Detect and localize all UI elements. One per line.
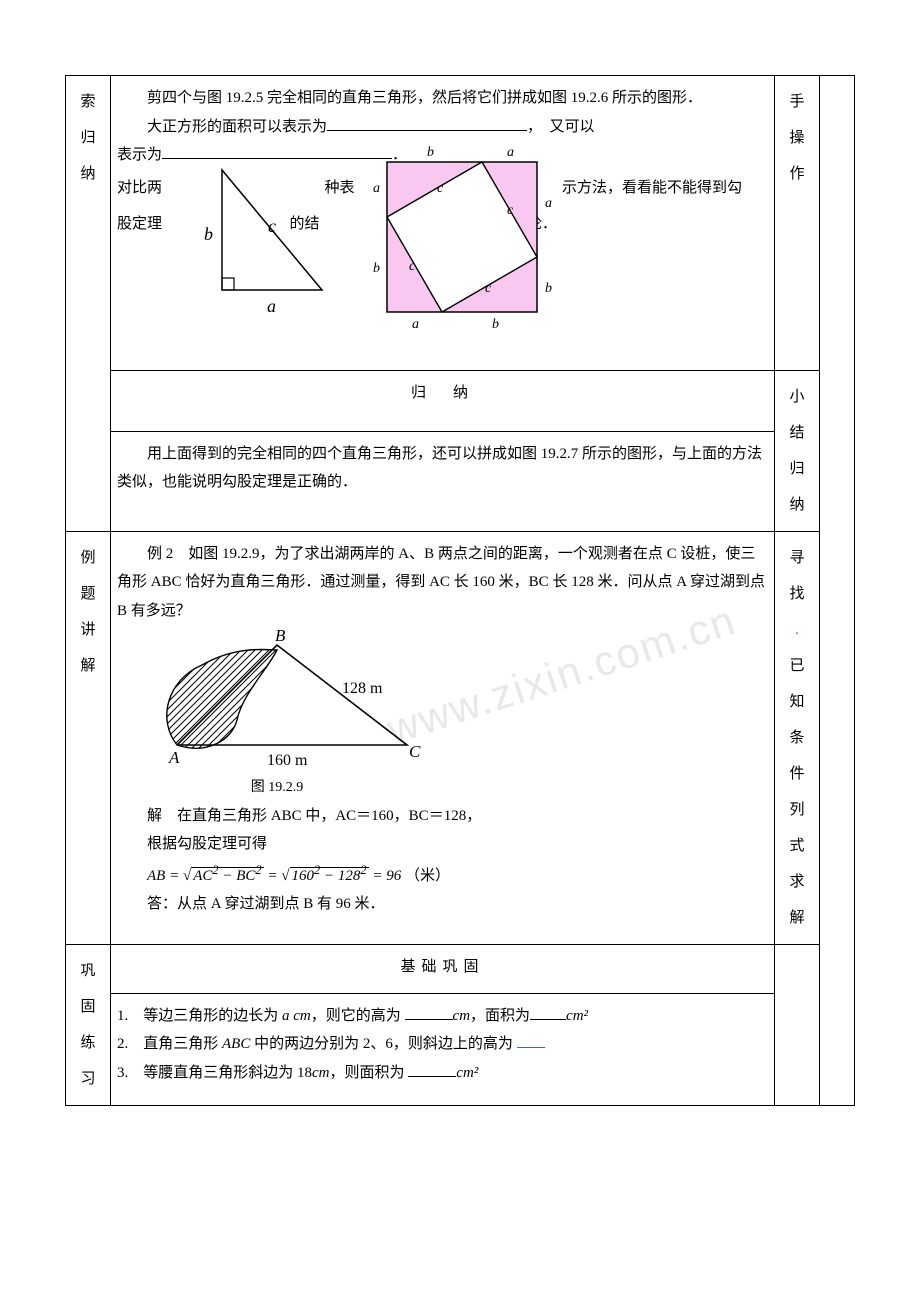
para4-and-figs: 对比两 种表 示方法，看看能不能得到勾 股定理 的结 论． [117, 170, 768, 362]
left-label-liti: 例 题 讲 解 [66, 531, 111, 944]
char: 结 [781, 415, 813, 451]
figure-lake: A B C 128 m 160 m [147, 625, 447, 775]
figure-right-triangle: b a c [192, 160, 337, 320]
right-label-xiaojieguina: 小 结 归 纳 [775, 370, 820, 531]
svg-text:a: a [412, 317, 419, 332]
char: 归 [781, 451, 813, 487]
figure-square-proof: b a a b b a b a c c c c [367, 142, 557, 332]
svg-text:128 m: 128 m [342, 680, 383, 697]
q1: 1. 等边三角形的边长为 a cm，则它的高为 cm，面积为cm² [117, 1002, 768, 1031]
char: 纳 [781, 487, 813, 523]
example-problem: 例 2 如图 19.2.9，为了求出湖两岸的 A、B 两点之间的距离，一个观测者… [117, 540, 768, 626]
solution-line-1: 解 在直角三角形 ABC 中，AC＝160，BC＝128， [117, 802, 768, 831]
figure-caption: 图 19.2.9 [147, 775, 407, 802]
svg-text:160 m: 160 m [267, 752, 308, 769]
svg-text:a: a [267, 296, 276, 316]
svg-text:b: b [492, 317, 499, 332]
guina-heading: 归 纳 [111, 370, 775, 431]
spacer-column [820, 76, 855, 1106]
svg-text:a: a [507, 145, 514, 160]
svg-text:c: c [507, 203, 514, 218]
solution-line-2: 根据勾股定理可得 [117, 830, 768, 859]
document-table: 索 归 纳 剪四个与图 19.2.5 完全相同的直角三角形，然后将它们拼成如图 … [65, 75, 855, 1106]
char: 题 [72, 576, 104, 612]
para1: 剪四个与图 19.2.5 完全相同的直角三角形，然后将它们拼成如图 19.2.6… [117, 84, 768, 113]
char: 索 [72, 84, 104, 120]
svg-text:A: A [168, 748, 180, 767]
svg-text:c: c [437, 181, 444, 196]
svg-text:b: b [204, 224, 213, 244]
svg-text:b: b [373, 261, 380, 276]
char: 讲 [72, 612, 104, 648]
char: 归 [72, 120, 104, 156]
blank [162, 143, 392, 159]
svg-text:C: C [409, 742, 421, 761]
svg-text:a: a [373, 181, 380, 196]
char: 解 [72, 648, 104, 684]
svg-text:a: a [545, 196, 552, 211]
svg-text:B: B [275, 626, 286, 645]
guina-content: 用上面得到的完全相同的四个直角三角形，还可以拼成如图 19.2.7 所示的图形，… [111, 431, 775, 531]
right-empty [775, 944, 820, 1105]
svg-text:c: c [485, 281, 492, 296]
q2: 2. 直角三角形 ABC 中的两边分别为 2、6，则斜边上的高为 [117, 1030, 768, 1059]
svg-text:c: c [409, 259, 416, 274]
svg-text:b: b [427, 145, 434, 160]
example-content: 例 2 如图 19.2.9，为了求出湖两岸的 A、B 两点之间的距离，一个观测者… [111, 531, 775, 944]
right-label-xunzhao: 寻 找 . 已 知 条 件 列 式 求 解 [775, 531, 820, 944]
char: 手 [781, 84, 813, 120]
practice-heading: 基础巩固 [111, 944, 775, 993]
char: 纳 [72, 156, 104, 192]
svg-text:c: c [268, 216, 276, 236]
practice-content: 1. 等边三角形的边长为 a cm，则它的高为 cm，面积为cm² 2. 直角三… [111, 993, 775, 1105]
char: 作 [781, 156, 813, 192]
char: 例 [72, 540, 104, 576]
para2: 大正方形的面积可以表示为， 又可以 [117, 113, 768, 142]
svg-text:b: b [545, 281, 552, 296]
blank [327, 115, 527, 131]
solution-answer: 答：从点 A 穿过湖到点 B 有 96 米． [117, 890, 768, 919]
char: 操 [781, 120, 813, 156]
char: 小 [781, 379, 813, 415]
content-cell-1: 剪四个与图 19.2.5 完全相同的直角三角形，然后将它们拼成如图 19.2.6… [111, 76, 775, 371]
q3: 3. 等腰直角三角形斜边为 18cm，则面积为 cm² [117, 1059, 768, 1088]
left-label-suoguina: 索 归 纳 [66, 76, 111, 532]
right-label-shoucaozuo: 手 操 作 [775, 76, 820, 371]
left-label-gonggu: 巩 固 练 习 [66, 944, 111, 1105]
solution-formula: AB = √AC2 − BC2 = √1602 − 1282 = 96 （米） [117, 859, 768, 891]
